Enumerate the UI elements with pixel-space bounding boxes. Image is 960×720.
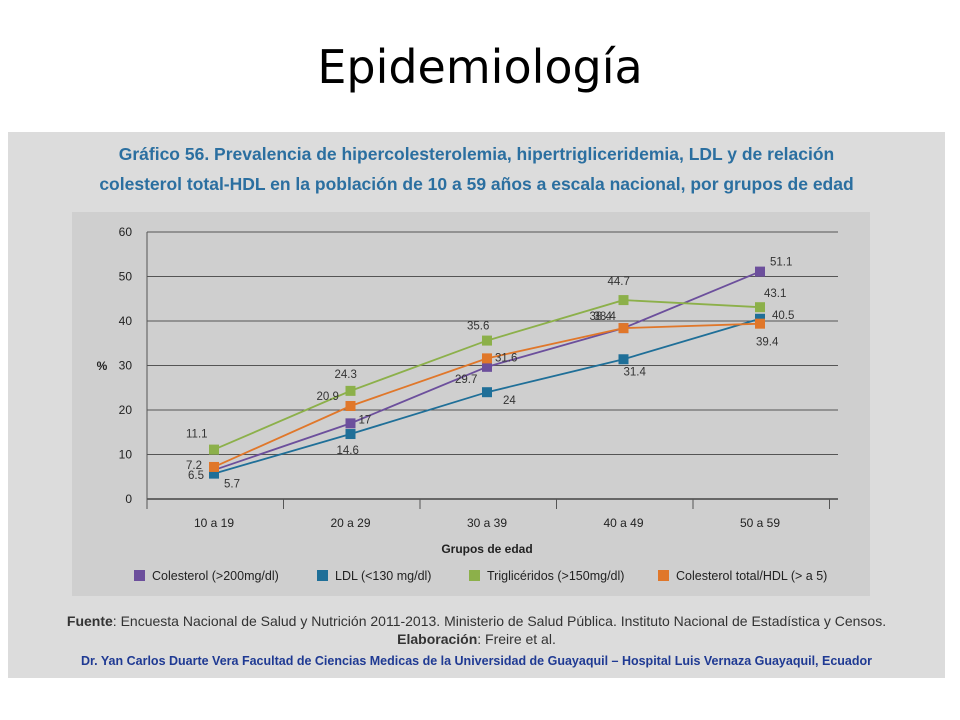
y-tick-label: 20: [119, 403, 133, 417]
legend-swatch: [469, 570, 480, 581]
chart-title-line-1: Gráfico 56. Prevalencia de hipercolester…: [118, 144, 835, 164]
y-tick-label: 40: [119, 314, 133, 328]
data-label: 17: [359, 414, 372, 426]
line-chart: 0 10 20 30 40 50 60 10 a 19 20 a 29 30 a 39 40 a 4…: [97, 225, 838, 583]
source-note: Fuente: Encuesta Nacional de Salud y Nut…: [8, 613, 945, 629]
figure-panel: Gráfico 56. Prevalencia de hipercolester…: [8, 132, 945, 678]
data-label: 38.4: [590, 311, 613, 323]
source-label: Fuente: [66, 613, 113, 629]
data-point: [755, 302, 765, 313]
data-label: 20.9: [317, 391, 339, 403]
data-label: 7.2: [186, 460, 202, 472]
data-point: [755, 318, 765, 329]
data-point: [618, 323, 629, 334]
y-tick-label: 0: [125, 492, 132, 506]
data-label: 40.5: [772, 310, 794, 322]
author-credit: Dr. Yan Carlos Duarte Vera Facultad de C…: [80, 654, 873, 668]
legend-swatch: [317, 570, 328, 581]
data-label: 29.7: [455, 374, 477, 386]
chart-title-line-2: colesterol total-HDL en la población de …: [99, 174, 854, 194]
data-label: 5.7: [224, 479, 240, 491]
legend-label: LDL (<130 mg/dl): [335, 569, 431, 583]
data-point: [345, 385, 356, 396]
data-point: [209, 444, 219, 455]
legend-swatch: [134, 570, 145, 581]
x-tick-label: 50 a 59: [740, 516, 780, 530]
data-label: 24.3: [335, 369, 357, 381]
data-point: [482, 335, 492, 346]
y-tick-label: 30: [119, 359, 133, 373]
slide-title: Epidemiología: [317, 40, 643, 94]
legend-label: Colesterol (>200mg/dl): [152, 569, 279, 583]
data-point: [755, 266, 765, 277]
data-point: [618, 295, 629, 306]
y-axis-title: %: [97, 359, 108, 373]
data-point: [482, 387, 492, 398]
data-point: [345, 429, 356, 440]
data-label: 6.5: [188, 470, 204, 482]
data-label: 39.4: [756, 337, 779, 349]
data-label: 44.7: [608, 276, 630, 288]
data-point: [482, 361, 492, 372]
x-tick-label: 10 a 19: [194, 516, 234, 530]
elaboration-label: Elaboración: [397, 631, 478, 647]
data-label: 31.4: [624, 366, 647, 378]
x-axis-title: Grupos de edad: [441, 542, 532, 556]
data-label: 14.6: [337, 445, 359, 457]
x-tick-label: 30 a 39: [467, 516, 507, 530]
elaboration-note: Elaboración: Freire et al.: [8, 631, 945, 647]
x-tick-label: 40 a 49: [603, 516, 643, 530]
data-label: 51.1: [770, 257, 792, 269]
data-label: 35.6: [467, 321, 489, 333]
x-tick-label: 20 a 29: [330, 516, 370, 530]
data-point: [618, 354, 629, 365]
elaboration-text: : Freire et al.: [477, 631, 556, 647]
data-label: 38.4: [594, 311, 617, 323]
y-tick-label: 10: [119, 448, 133, 462]
y-tick-label: 50: [119, 270, 133, 284]
data-label: 31.6: [495, 352, 517, 364]
data-point: [209, 461, 219, 472]
data-point: [482, 353, 492, 364]
data-label: 11.1: [186, 429, 208, 441]
data-label: 24: [503, 395, 516, 407]
y-tick-label: 60: [119, 225, 133, 239]
data-point: [345, 418, 356, 429]
legend-swatch: [658, 570, 669, 581]
legend-label: Triglicéridos (>150mg/dl): [487, 569, 624, 583]
legend-label: Colesterol total/HDL (> a 5): [676, 569, 827, 583]
data-point: [345, 400, 356, 411]
source-text: : Encuesta Nacional de Salud y Nutrición…: [112, 613, 887, 629]
data-point: [209, 468, 219, 479]
data-label: 43.1: [764, 288, 786, 300]
chart-area: 0 10 20 30 40 50 60 10 a 19 20 a 29 30 a 39 40 a 4…: [72, 212, 870, 596]
